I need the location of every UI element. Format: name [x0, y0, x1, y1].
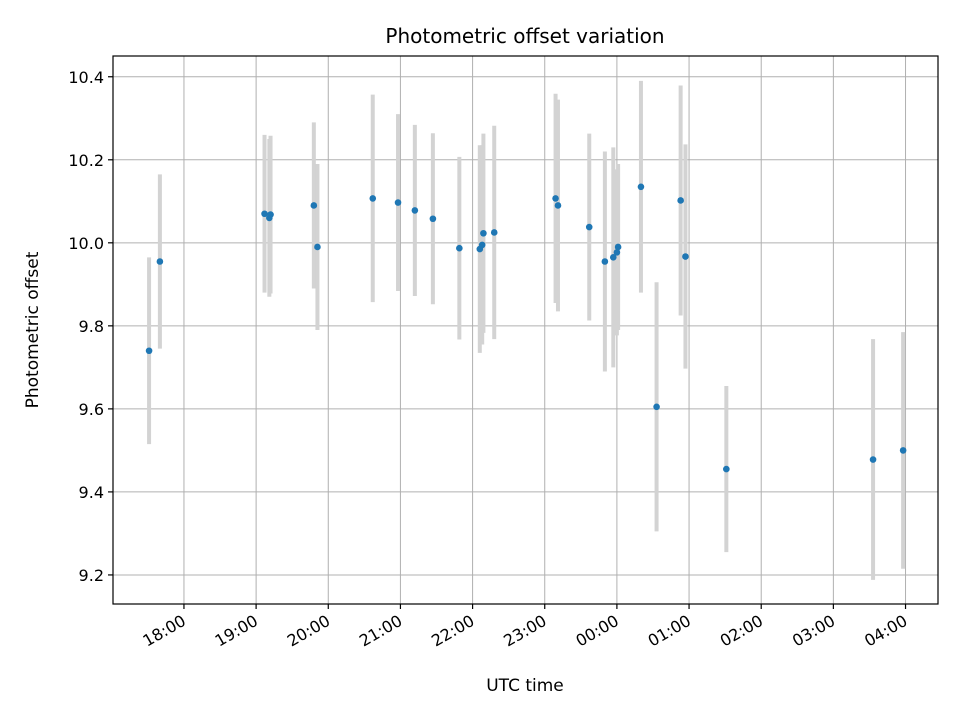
data-point [899, 447, 907, 454]
data-point [677, 197, 684, 204]
y-tick-label: 9.6 [79, 400, 104, 419]
x-axis-label: UTC time [486, 676, 564, 696]
data-point [310, 202, 318, 209]
data-points [145, 183, 907, 473]
data-point [429, 215, 437, 223]
data-point [682, 253, 689, 260]
data-point [145, 347, 153, 355]
y-tick-label: 9.2 [79, 566, 104, 585]
data-point [478, 241, 486, 249]
y-tick-label: 10.4 [68, 68, 104, 87]
chart-title: Photometric offset variation [385, 24, 664, 48]
data-point [314, 243, 321, 251]
data-point [653, 403, 660, 411]
data-point [637, 183, 645, 191]
y-tick-label: 10.0 [68, 234, 104, 253]
data-point [554, 202, 562, 209]
data-point [480, 229, 487, 237]
data-point [261, 210, 268, 218]
data-point [613, 249, 621, 256]
y-axis-ticks: 9.2 9.4 9.6 9.8 10.0 10.2 10.4 [68, 68, 113, 585]
data-point [456, 244, 463, 252]
data-point [552, 195, 559, 202]
data-point [490, 229, 498, 236]
data-point [869, 456, 877, 463]
grid-lines [113, 56, 938, 604]
data-point [601, 258, 609, 265]
data-point [723, 465, 730, 473]
data-point [394, 199, 402, 206]
data-point [614, 243, 622, 251]
plot-frame [112, 55, 939, 605]
y-tick-label: 9.8 [79, 317, 104, 336]
y-tick-label: 9.4 [79, 483, 104, 502]
data-point [369, 195, 377, 202]
y-tick-label: 10.2 [68, 151, 104, 170]
data-point [609, 254, 617, 261]
data-point [156, 258, 164, 265]
data-point [267, 211, 274, 218]
data-point [411, 207, 419, 214]
data-point [585, 223, 593, 231]
y-axis-label: Photometric offset [23, 251, 43, 408]
